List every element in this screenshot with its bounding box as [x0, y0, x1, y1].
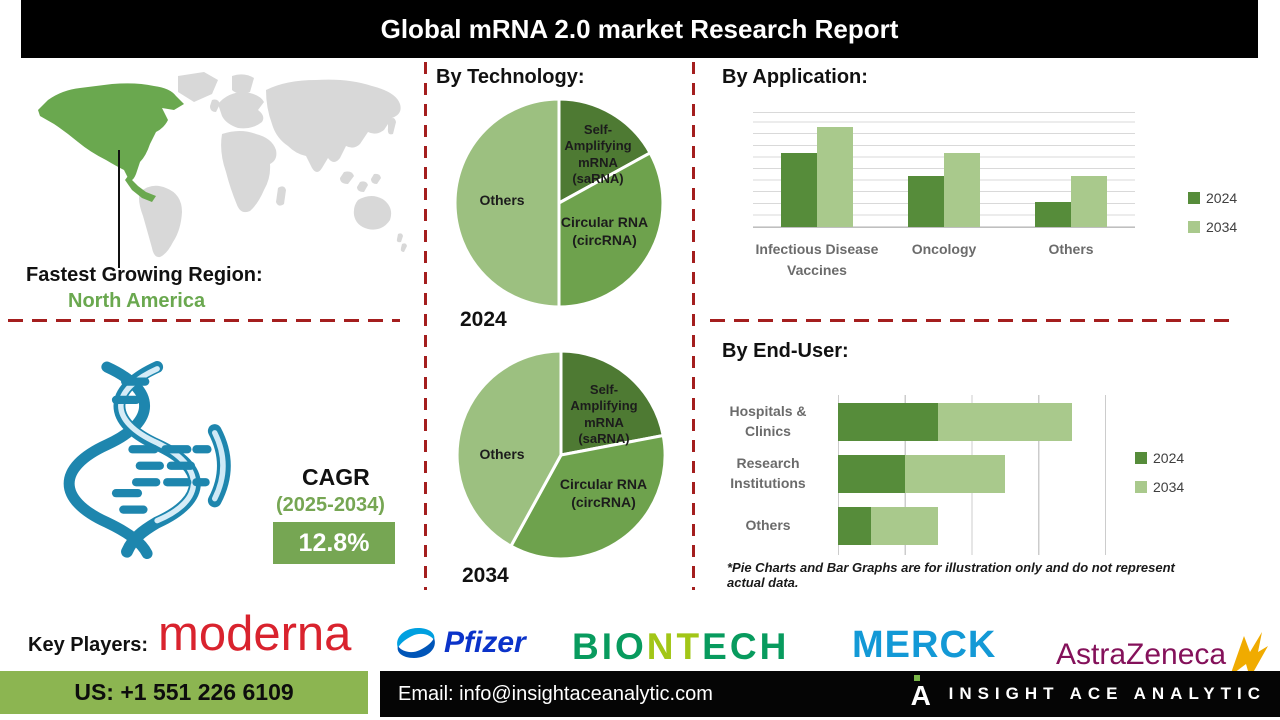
pie-2024-label-others: Others [479, 192, 525, 208]
map-pointer-line [118, 150, 120, 268]
pie-2024-label-sarna: Self-Amplifying mRNA (saRNA) [564, 122, 632, 186]
pfizer-logo: Pfizer [392, 622, 526, 664]
page-title: Global mRNA 2.0 market Research Report [21, 0, 1258, 58]
pie-2034-label-circrna: Circular RNA (circRNA) [559, 476, 648, 510]
bar-2024-0 [781, 152, 817, 227]
email-contact: Email: info@insightaceanalytic.com [398, 683, 713, 705]
dna-mrna-icon [52, 356, 244, 570]
astrazeneca-logo-text: AstraZeneca [1056, 638, 1227, 671]
fastest-growing-region-label: Fastest Growing Region: [26, 264, 263, 286]
hbar-2024-1 [838, 455, 905, 493]
merck-logo: MERCK [852, 624, 997, 666]
pie-slice-2034-1 [509, 434, 667, 561]
hbar-2034-1 [904, 455, 1005, 493]
horizontal-divider-right [710, 319, 1237, 322]
section-heading-technology: By Technology: [436, 66, 585, 88]
bar-2034-1 [944, 152, 980, 227]
bar-2034-0 [817, 127, 853, 227]
astrazeneca-ribbon-icon [1230, 632, 1269, 678]
bar-2034-2 [1071, 176, 1107, 227]
end-user-legend: 2024 2034 [1135, 450, 1184, 495]
north-america-highlight [38, 83, 184, 202]
hbar-category-label: Hospitals & Clinics [729, 403, 807, 439]
bar-2024-1 [908, 176, 944, 227]
world-map-svg [38, 72, 407, 258]
hbar-2024-0 [838, 403, 939, 441]
pie-slice-2024-0 [557, 97, 652, 205]
legend-item-2024: 2024 [1135, 450, 1184, 466]
biontech-logo: BIONTECH [572, 626, 789, 668]
pie-2024-year-label: 2024 [460, 308, 507, 331]
pfizer-swoosh-icon [397, 628, 435, 658]
pie-2024-label-circrna: Circular RNA (circRNA) [560, 214, 649, 248]
cagr-label: CAGR [302, 464, 370, 490]
disclaimer-footnote: *Pie Charts and Bar Graphs are for illus… [727, 560, 1175, 590]
pie-chart-2034: Self-Amplifying mRNA (saRNA) Others Circ… [454, 348, 668, 562]
pie-slice-2024-1 [557, 151, 665, 309]
cagr-period: (2025-2034) [276, 494, 385, 516]
end-user-category-labels: Hospitals & Clinics Research Institutions… [708, 395, 828, 555]
bar-2024-2 [1035, 201, 1071, 227]
insight-ace-logo-icon: A [911, 674, 935, 714]
insight-ace-brand: A INSIGHT ACE ANALYTIC [911, 671, 1266, 717]
pie-slice-2034-0 [559, 349, 665, 457]
application-legend: 2024 2034 [1188, 190, 1237, 235]
phone-contact: US: +1 551 226 6109 [0, 671, 368, 714]
vertical-divider-left [424, 62, 427, 590]
pie-chart-2024: Self-Amplifying mRNA (saRNA) Others Circ… [452, 96, 666, 310]
hbar-2034-0 [938, 403, 1072, 441]
pie-2034-label-others: Others [479, 446, 525, 462]
pie-slice-2034-2 [455, 349, 563, 548]
pfizer-logo-text: Pfizer [444, 626, 526, 659]
astrazeneca-logo: AstraZeneca [1056, 630, 1270, 680]
bar-category-label: Oncology [911, 241, 977, 257]
section-heading-end-user: By End-User: [722, 340, 849, 362]
bar-category-label: Infectious Disease Vaccines [755, 241, 879, 278]
section-heading-application: By Application: [722, 66, 868, 88]
hbar-category-label: Others [745, 517, 791, 534]
world-map [28, 70, 412, 268]
application-bar-chart: Infectious Disease Vaccines Oncology Other… [753, 112, 1135, 278]
fastest-growing-region-value: North America [68, 290, 206, 312]
legend-item-2034: 2034 [1188, 219, 1237, 235]
footer-bar: Email: info@insightaceanalytic.com A INS… [380, 671, 1280, 717]
pie-slice-2024-2 [453, 97, 561, 309]
bar-category-label: Others [1048, 241, 1094, 257]
pie-2034-label-sarna: Self-Amplifying mRNA (saRNA) [570, 382, 638, 446]
horizontal-divider-left [8, 319, 400, 322]
insight-ace-brand-text: INSIGHT ACE ANALYTIC [948, 684, 1266, 703]
hbar-2034-2 [871, 507, 939, 545]
legend-item-2024: 2024 [1188, 190, 1237, 206]
vertical-divider-right [692, 62, 695, 590]
cagr-value-badge: 12.8% [273, 522, 395, 564]
pie-2034-year-label: 2034 [462, 564, 509, 587]
key-players-label: Key Players: [28, 634, 149, 656]
hbar-category-label: Research Institutions [730, 455, 806, 491]
biontech-logo-text: BIONTECH [572, 626, 790, 667]
end-user-bar-chart [838, 395, 1106, 555]
legend-item-2034: 2034 [1135, 479, 1184, 495]
hbar-2024-2 [838, 507, 872, 545]
moderna-logo: moderna [158, 607, 352, 661]
